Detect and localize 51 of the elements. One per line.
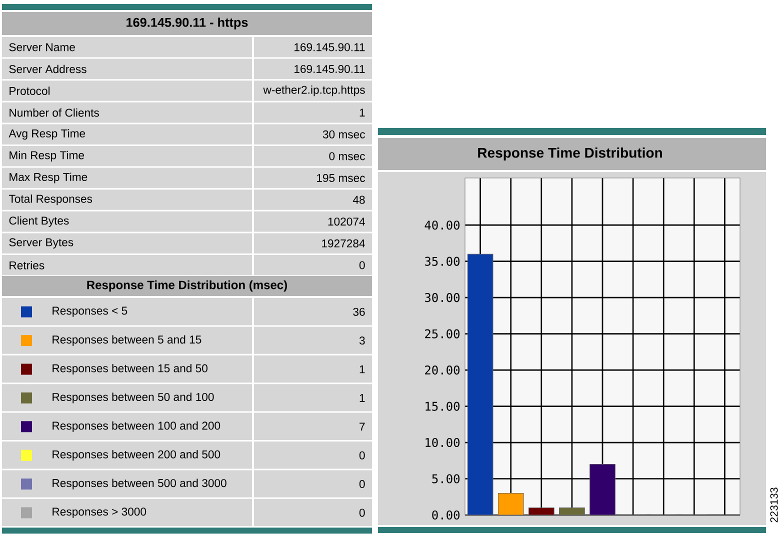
legend-label: Responses between 50 and 100: [52, 392, 214, 404]
legend-label: Responses between 500 and 3000: [52, 478, 226, 490]
text: Retries: [10, 261, 44, 270]
text: Protocol: [10, 86, 50, 95]
text: 0 msec: [329, 152, 365, 160]
y-tick-label: 40.00: [424, 220, 460, 230]
text: 0: [359, 261, 365, 270]
text: w-ether2.ip.tcp.https: [263, 86, 365, 96]
y-tick-label: 0.00: [432, 510, 460, 520]
text: 195 msec: [317, 174, 365, 182]
text: 1: [360, 365, 365, 374]
legend-title: Response Time Distribution (msec): [87, 280, 287, 292]
text: Server Address: [9, 64, 86, 74]
text: Client Bytes: [9, 216, 69, 227]
y-tick-label: 15.00: [426, 402, 460, 411]
text: 7: [360, 422, 365, 431]
text: 0: [359, 508, 365, 517]
text: 169.145.90.11 - https: [126, 18, 248, 30]
text: 102074: [328, 218, 365, 226]
y-tick-label: 25.00: [425, 329, 460, 338]
legend-label: Responses between 100 and 200: [52, 421, 220, 432]
text: 223133: [770, 488, 778, 522]
text: Min Resp Time: [10, 150, 84, 162]
text: 1: [360, 108, 365, 116]
text: 0: [359, 451, 365, 460]
text: 169.145.90.11: [294, 64, 365, 73]
y-tick-label: 35.00: [424, 256, 460, 266]
text: Avg Resp Time: [8, 129, 86, 140]
y-tick-label: 30.00: [424, 293, 460, 302]
text: Total Responses: [8, 194, 92, 206]
text: 48: [352, 196, 365, 204]
y-tick-label: 20.00: [425, 366, 460, 375]
y-tick-label: 5.00: [432, 474, 460, 484]
legend-label: Responses between 15 and 50: [52, 364, 208, 375]
text: 1: [360, 394, 365, 402]
text: 3: [359, 336, 365, 345]
legend-label: Responses > 3000: [52, 508, 146, 518]
text: 1927284: [322, 239, 365, 248]
legend-label: Responses between 5 and 15: [52, 335, 202, 346]
text: 30 msec: [322, 130, 365, 138]
legend-label: Responses between 200 and 500: [52, 450, 220, 461]
text: 169.145.90.11: [294, 43, 365, 52]
text: Number of Clients: [10, 108, 99, 117]
y-tick-label: 10.00: [426, 438, 460, 448]
text: Max Resp Time: [10, 172, 88, 184]
text: Server Bytes: [9, 238, 74, 249]
text: 0: [359, 480, 365, 488]
chart-title: Response Time Distribution: [478, 147, 662, 161]
legend-label: Responses < 5: [52, 306, 128, 317]
text: 36: [353, 308, 365, 316]
text: Server Name: [9, 43, 75, 52]
